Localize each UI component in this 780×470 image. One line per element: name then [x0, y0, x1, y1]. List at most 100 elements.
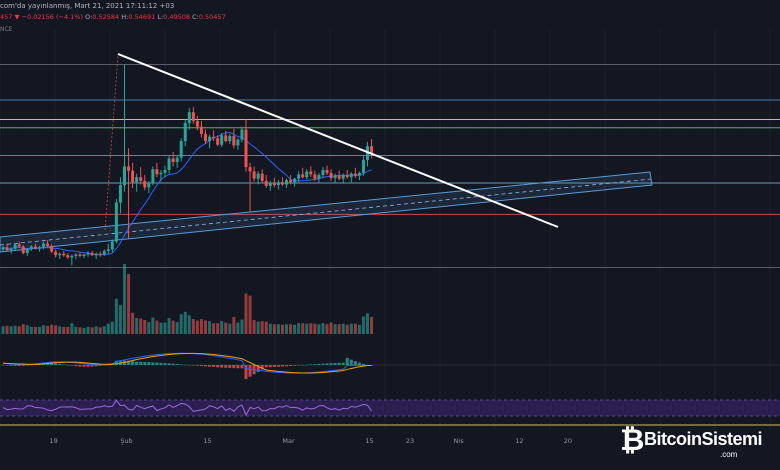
candle-body	[191, 112, 195, 121]
candle-body	[337, 175, 341, 179]
high-label: H:	[121, 13, 129, 21]
macd-histogram-bar	[199, 365, 203, 367]
candle-body	[17, 244, 21, 247]
macd-histogram-bar	[236, 365, 240, 369]
macd-histogram-bar	[276, 365, 280, 367]
macd-histogram-bar	[86, 365, 90, 367]
macd-histogram-bar	[285, 365, 288, 367]
macd-histogram-bar	[349, 359, 353, 365]
volume-bar	[5, 325, 9, 334]
volume-bar	[305, 323, 309, 334]
candle-body	[220, 135, 224, 145]
volume-bar	[216, 323, 220, 334]
macd-histogram-bar	[272, 365, 276, 367]
volume-bar	[191, 319, 195, 334]
candle-body	[151, 169, 155, 183]
macd-histogram-bar	[106, 364, 110, 366]
candle-body	[293, 178, 297, 183]
macd-histogram-bar	[143, 361, 147, 365]
volume-bar	[309, 323, 313, 334]
last-price: 457	[0, 13, 13, 21]
candle-body	[163, 170, 167, 173]
volume-bar	[276, 324, 280, 334]
macd-histogram-bar	[70, 365, 74, 366]
macd-line	[2, 352, 372, 374]
macd-histogram-bar	[224, 365, 228, 368]
candle-body	[361, 159, 365, 173]
macd-histogram-bar	[317, 363, 321, 365]
candle-body	[167, 158, 171, 170]
candle-body	[106, 249, 110, 251]
volume-bar	[159, 322, 163, 334]
candle-body	[21, 246, 25, 254]
moving-average-line	[2, 131, 372, 256]
candle-body	[187, 112, 191, 124]
macd-histogram-bar	[187, 365, 191, 366]
candle-body	[199, 126, 203, 134]
candle-body	[264, 180, 268, 186]
volume-bar	[268, 323, 272, 334]
open-value: 0.52584	[92, 13, 120, 21]
volume-bar	[195, 320, 199, 334]
ohlc-row: 457 ▼ −0.02156 (−4.1%) O:0.52584 H:0.546…	[0, 12, 226, 22]
candle-body	[236, 139, 240, 146]
volume-bar	[313, 323, 317, 334]
candle-body	[37, 247, 41, 249]
candle-body	[118, 185, 122, 203]
macd-histogram-bar	[305, 364, 309, 366]
macd-histogram-bar	[301, 365, 305, 366]
candle-body	[110, 241, 114, 250]
candle-body	[90, 253, 94, 256]
macd-histogram-bar	[147, 362, 151, 365]
watermark: ₿ BitcoinSistemi .com	[620, 423, 780, 463]
macd-histogram-bar	[29, 364, 33, 366]
x-tick-label: 12	[515, 437, 524, 445]
bitcoin-logo-icon: ₿	[620, 423, 645, 458]
macd-histogram-bar	[135, 361, 139, 365]
macd-histogram-bar	[167, 363, 171, 365]
macd-histogram-bar	[179, 364, 183, 365]
candle-body	[74, 254, 78, 256]
volume-bar	[9, 326, 13, 334]
signal-line	[2, 352, 372, 374]
volume-bar	[33, 326, 37, 334]
macd-histogram-bar	[90, 365, 94, 367]
candle-body	[94, 253, 98, 256]
candle-body	[114, 202, 118, 242]
volume-bar	[353, 323, 357, 334]
macd-histogram-bar	[313, 364, 317, 365]
candle-body	[9, 248, 13, 251]
candle-body	[135, 177, 139, 183]
macd-histogram-bar	[244, 365, 248, 380]
candle-body	[353, 173, 357, 176]
candle-body	[313, 174, 317, 179]
candle-body	[244, 129, 248, 168]
volume-bar	[171, 320, 175, 334]
macd-histogram-bar	[163, 363, 167, 365]
volume-bar	[329, 322, 333, 334]
volume-bar	[155, 320, 159, 334]
macd-histogram-bar	[66, 365, 70, 366]
macd-histogram-bar	[9, 365, 13, 366]
candle-body	[25, 249, 29, 254]
candle-body	[349, 173, 353, 178]
volume-bar	[50, 324, 54, 334]
volume-bar	[70, 323, 74, 334]
candle-body	[329, 172, 333, 178]
volume-bar	[212, 323, 216, 334]
macd-histogram-bar	[151, 362, 155, 365]
volume-bar	[204, 320, 207, 334]
low-value: 0.49508	[163, 13, 191, 21]
volume-bar	[224, 322, 228, 334]
macd-histogram-bar	[171, 363, 175, 365]
candle-body	[232, 136, 236, 146]
candle-body	[155, 169, 159, 175]
candle-body	[260, 173, 264, 181]
candle-body	[179, 141, 183, 158]
candle-body	[333, 175, 337, 178]
volume-bar	[98, 327, 102, 334]
candle-body	[5, 247, 9, 251]
candle-body	[78, 254, 82, 256]
macd-histogram-bar	[25, 365, 29, 366]
